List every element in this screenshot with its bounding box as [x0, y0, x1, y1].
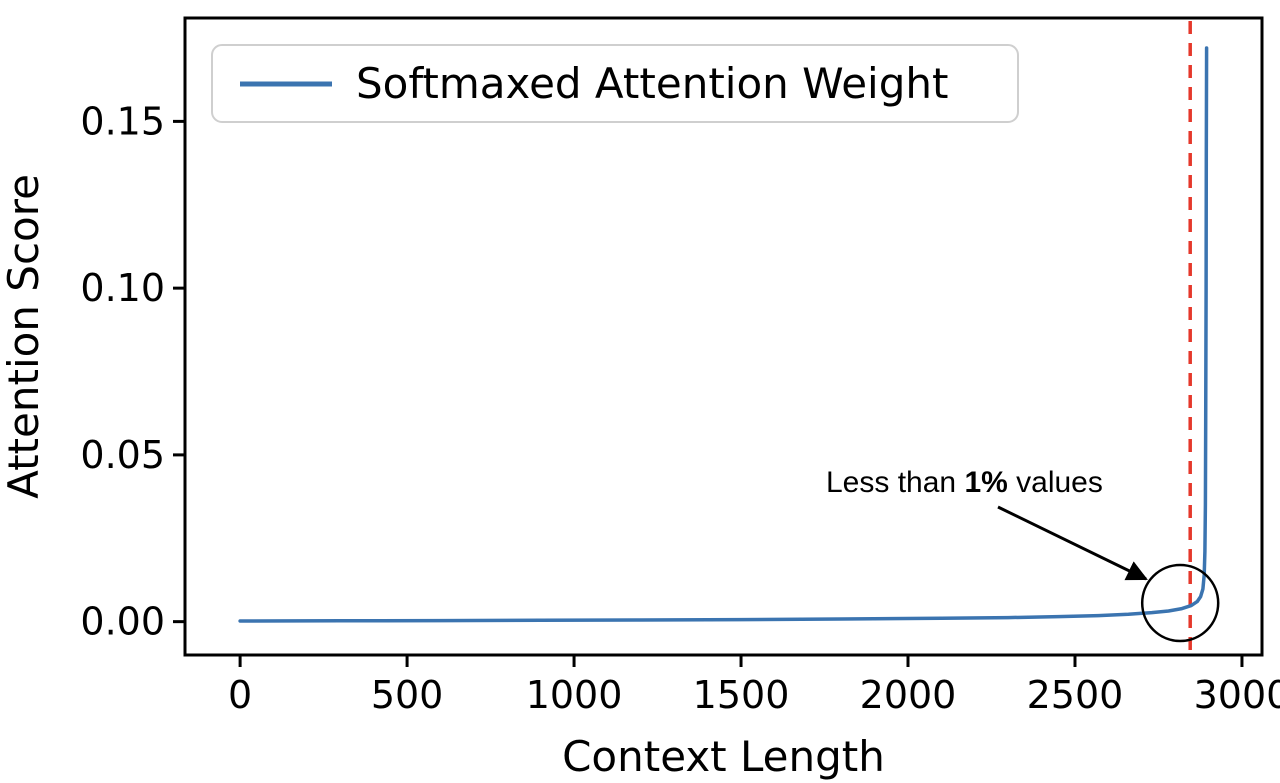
annotation-circle	[1140, 563, 1220, 643]
plot-border	[183, 16, 1264, 657]
x-tick-label: 0	[228, 673, 252, 717]
y-tick-label: 0.10	[80, 266, 165, 310]
x-tick-label: 500	[371, 673, 444, 717]
x-tick-label: 2000	[860, 673, 957, 717]
y-tick-label: 0.05	[80, 433, 165, 477]
x-axis-label: Context Length	[562, 732, 885, 781]
x-tick-label: 1500	[693, 673, 790, 717]
legend-box	[211, 44, 1019, 123]
annotation-arrow	[997, 505, 1148, 581]
annotation-text: Less than 1% values	[826, 466, 1103, 499]
y-tick-label: 0.00	[80, 600, 165, 644]
legend-label: Softmaxed Attention Weight	[356, 59, 948, 108]
y-axis-label: Attention Score	[0, 174, 48, 499]
x-tick-label: 2500	[1027, 673, 1124, 717]
attention-series-line	[238, 46, 1209, 623]
y-tick-label: 0.15	[80, 99, 165, 143]
x-tick-label: 3000	[1194, 673, 1280, 717]
x-tick-label: 1000	[526, 673, 623, 717]
